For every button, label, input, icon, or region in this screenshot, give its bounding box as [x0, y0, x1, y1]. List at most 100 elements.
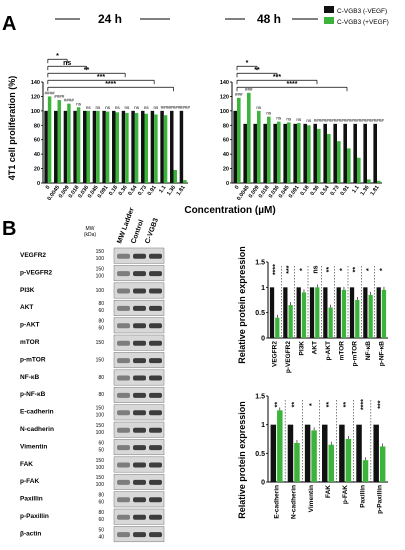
y-tick-label: 0.5 [255, 310, 265, 317]
bar-minus-vegf [376, 287, 381, 338]
y-tick-label: 20 [34, 167, 40, 173]
blot-band [117, 497, 130, 503]
bar-plus-vegf [86, 110, 90, 183]
blot-band [133, 358, 146, 364]
bracket-label: ** [84, 67, 90, 74]
bar-annotation: #### [334, 118, 345, 123]
bar-plus-vegf [377, 180, 381, 183]
bar-plus-vegf [125, 113, 129, 183]
bar-annotation: ns [276, 116, 282, 121]
mw-marker: 150 [96, 249, 105, 255]
bar-plus-vegf [367, 179, 371, 183]
blot-band [149, 462, 162, 468]
bar-minus-vegf [54, 110, 58, 183]
mw-marker: 100 [96, 430, 105, 436]
bracket-label: ns [63, 60, 71, 67]
bar-annotation: ns [125, 105, 131, 110]
x-tick-label: 0.091 [97, 185, 110, 200]
legend-swatch-minus [324, 6, 334, 13]
blot-band [149, 410, 162, 416]
bar-plus-vegf [355, 300, 360, 338]
bar-plus-vegf [307, 125, 311, 183]
bar-minus-vegf [356, 424, 362, 482]
bar-plus-vegf [67, 103, 71, 183]
bar-annotation: ### [245, 87, 253, 92]
bar-plus-vegf [362, 460, 369, 482]
blot-row-label: PI3K [20, 287, 35, 294]
bar-minus-vegf [141, 110, 145, 183]
mw-header-unit: (kDa) [84, 232, 97, 238]
bar-minus-vegf [293, 123, 297, 183]
bar-minus-vegf [92, 110, 97, 183]
bar-annotation: * [366, 268, 373, 271]
bar-annotation: ns [286, 116, 292, 121]
bar-plus-vegf [347, 148, 351, 183]
blot-row-label: mTOR [20, 339, 40, 346]
y-tick-label: 100 [220, 109, 229, 115]
x-tick-label: Vimentin [308, 485, 315, 512]
mw-marker: 60 [98, 326, 104, 332]
y-tick-label: 40 [223, 152, 229, 158]
bar-annotation: * [309, 403, 316, 406]
y-tick-label: 40 [34, 152, 40, 158]
panel-label-b: B [2, 218, 16, 240]
blot-band [149, 340, 162, 346]
blot-band [117, 305, 130, 311]
x-tick-label: 0.73 [137, 185, 148, 197]
chart-protein-expression-2: 0 0.5 1 1.5 ** E-cadherin ** N-cadherin * Vimenti… [255, 394, 388, 519]
bar-annotation: #### [180, 105, 191, 110]
bar-plus-vegf [267, 116, 271, 183]
bar-annotation: ns [86, 105, 92, 110]
mw-marker: 150 [96, 357, 105, 363]
mw-marker: 50 [98, 527, 104, 533]
bar-plus-vegf [368, 294, 373, 338]
timepoint-header-24h: 24 h [55, 12, 170, 26]
bar-minus-vegf [373, 424, 379, 482]
bar-annotation: #### [45, 90, 56, 95]
bar-minus-vegf [121, 110, 126, 183]
bar-annotation: #### [324, 118, 335, 123]
y-tick-label: 140 [220, 80, 229, 86]
bar-plus-vegf [337, 141, 341, 183]
blot-band [117, 514, 130, 520]
lane-label: C-VGB3 [144, 217, 160, 244]
blot-band [149, 479, 162, 485]
bar-annotation: ns [115, 105, 121, 110]
bar-plus-vegf [287, 122, 291, 183]
ylabel-a: 4T1 cell proliferation (%) [7, 76, 17, 181]
y-tick-label: 0 [37, 181, 40, 187]
x-tick-label: 0.18 [300, 185, 311, 197]
bracket-label: **** [287, 81, 298, 88]
mw-marker: 80 [98, 392, 104, 398]
x-tick-label: 0.91 [147, 185, 158, 197]
bar-annotation: * [299, 268, 306, 271]
bracket-label: * [56, 53, 59, 60]
mw-marker: 60 [98, 440, 104, 446]
bar-plus-vegf [115, 112, 119, 183]
bar-annotation: #### [64, 98, 75, 103]
x-tick-label: p-FAK [342, 485, 349, 504]
mw-marker: 60 [98, 308, 104, 314]
blot-band [149, 532, 162, 538]
bar-annotation: ns [96, 105, 102, 110]
y-tick-label: 0 [226, 181, 229, 187]
blot-band [149, 358, 162, 364]
y-tick-label: 0.5 [255, 451, 265, 458]
bar-plus-vegf [357, 157, 361, 183]
bar-annotation: ns [313, 265, 320, 273]
timepoint-header-48h: 48 h [225, 12, 318, 26]
y-tick-label: 20 [223, 167, 229, 173]
bar-minus-vegf [323, 123, 327, 183]
blot-band [133, 462, 146, 468]
bar-annotation: ns [76, 101, 82, 106]
bar-minus-vegf [269, 287, 275, 338]
bar-annotation: ns [296, 117, 302, 122]
x-tick-label: mTOR [338, 341, 345, 361]
bar-plus-vegf [105, 111, 110, 183]
mw-marker: 150 [96, 266, 105, 272]
mw-marker: 80 [98, 510, 104, 516]
mw-marker: 100 [96, 482, 105, 488]
x-tick-label: 0.36 [310, 185, 321, 197]
blot-band [133, 479, 146, 485]
